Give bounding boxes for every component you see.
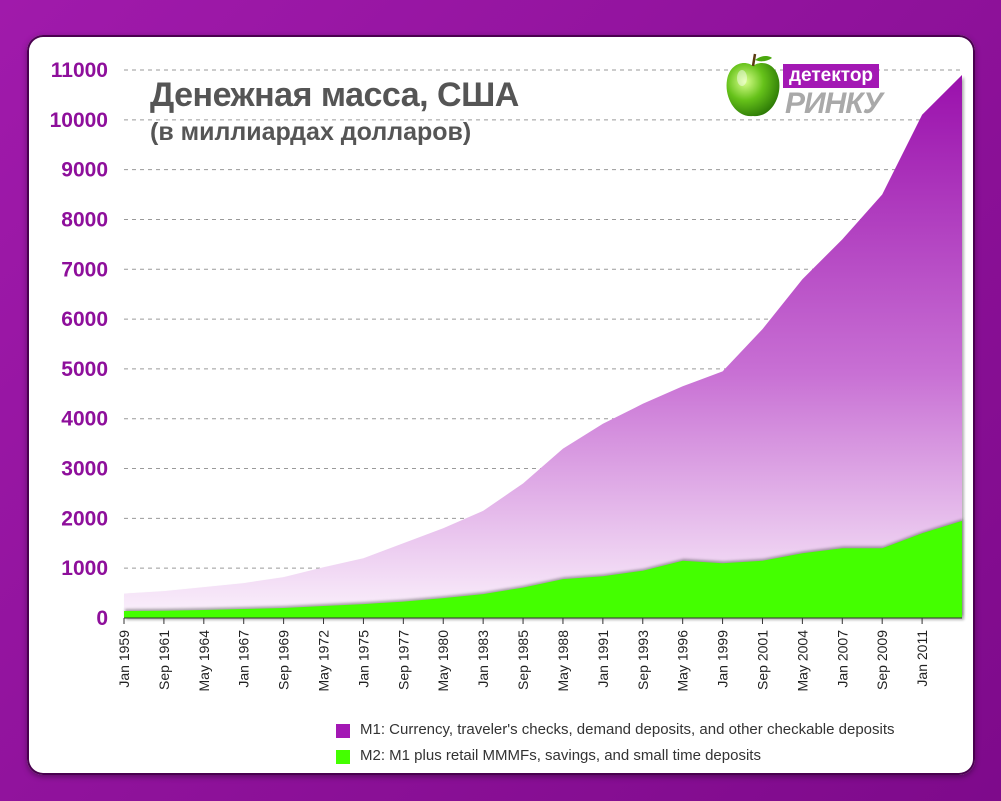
legend-swatch-m2 [336,750,350,764]
legend-label-m1: M1: Currency, traveler's checks, demand … [360,721,895,738]
logo-top-text: детектор [783,64,880,88]
x-tick-label: Jan 2007 [834,630,850,688]
x-tick-label: Sep 1985 [515,630,531,690]
x-tick-label: Sep 1969 [276,630,292,690]
logo-bottom-text: РИНКУ [785,87,883,120]
x-tick-label: May 2004 [794,630,810,692]
x-tick-label: Sep 2009 [874,630,890,690]
x-tick-label: Jan 1983 [475,630,491,688]
x-tick-label: May 1980 [435,630,451,692]
x-tick-label: Sep 1993 [635,630,651,690]
y-tick-label: 9000 [61,159,108,182]
y-tick-label: 8000 [61,208,108,231]
y-tick-label: 11000 [51,59,108,82]
chart-title: Денежная масса, США [150,76,519,114]
x-tick-label: Jan 1975 [355,630,371,688]
legend-label-m2: M2: M1 plus retail MMMFs, savings, and s… [360,747,761,764]
chart-subtitle: (в миллиардах долларов) [150,118,472,146]
x-tick-label: Jan 1967 [236,630,252,688]
y-tick-label: 6000 [61,308,108,331]
y-tick-label: 0 [96,607,108,630]
y-tick-label: 2000 [61,507,108,530]
x-tick-label: May 1988 [555,630,571,692]
y-axis-ticks: 0 1000 2000 3000 4000 5000 6000 7000 8000 9000 100… [50,59,108,630]
x-tick-label: Jan 1991 [595,630,611,688]
x-tick-label: Jan 2011 [914,630,930,687]
green-apple-icon [726,53,780,117]
x-tick-label: Jan 1959 [116,630,132,688]
x-tick-label: Sep 2001 [754,630,770,690]
x-tick-label: May 1964 [196,630,212,692]
plot-areas [124,75,964,620]
y-tick-label: 4000 [61,408,108,431]
y-tick-label: 3000 [61,458,108,481]
y-tick-label: 7000 [61,258,108,281]
y-tick-label: 10000 [50,109,108,132]
x-tick-label: Jan 1999 [715,630,731,688]
x-tick-label: Sep 1977 [395,630,411,690]
brand-logo: детектор РИНКУ [722,52,892,122]
x-tick-label: May 1996 [675,630,691,692]
x-tick-label: Sep 1961 [156,630,172,690]
m2-area [124,520,962,618]
y-tick-label: 1000 [61,557,108,580]
m1-area [124,75,962,618]
x-axis-ticks: Jan 1959 Sep 1961 May 1964 Jan 1967 Sep 1969… [116,617,962,692]
y-tick-label: 5000 [61,358,108,381]
legend-swatch-m1 [336,724,350,738]
x-tick-label: May 1972 [316,630,332,692]
